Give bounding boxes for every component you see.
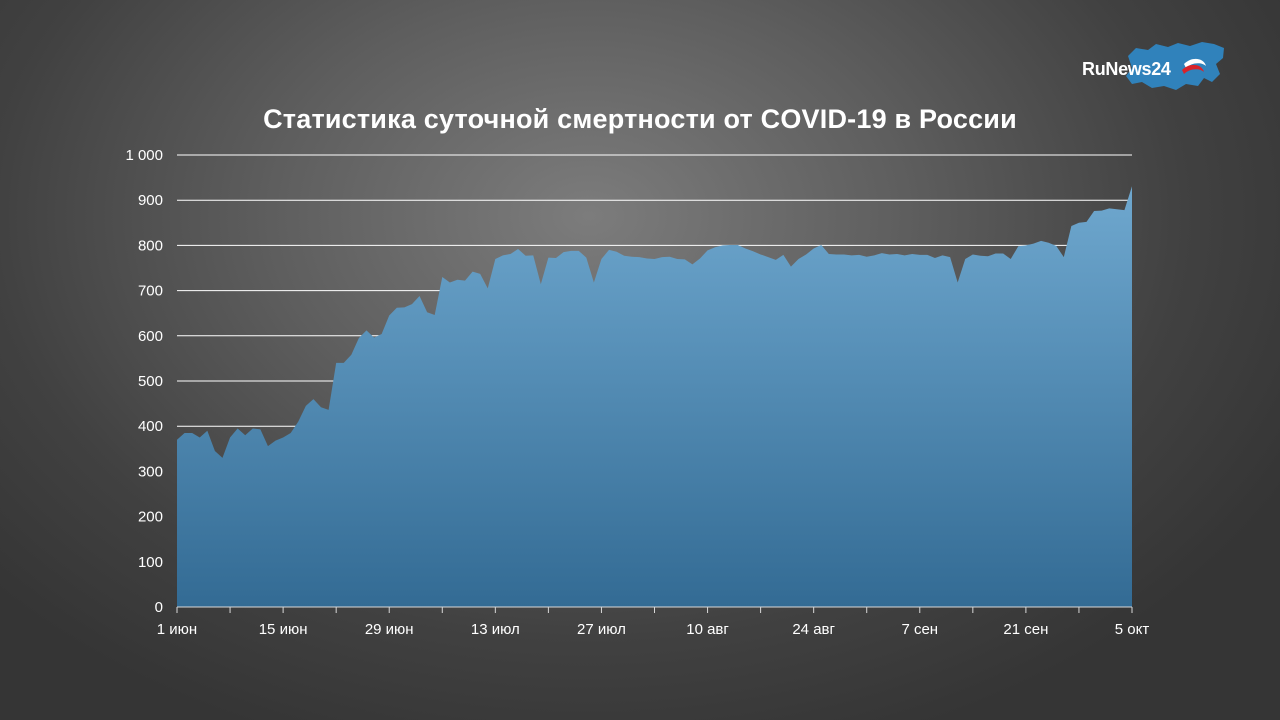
x-tick-label: 27 июл [577,621,626,638]
y-tick-label: 500 [138,373,163,390]
y-tick-label: 600 [138,328,163,345]
y-tick-label: 200 [138,509,163,526]
x-tick-label: 29 июн [365,621,414,638]
y-axis: 0 100 200 300 400 500 600 700 800 900 1 000 [125,147,163,616]
x-tick-label: 5 окт [1115,621,1150,638]
x-tick-label: 24 авг [792,621,835,638]
y-tick-label: 0 [155,599,163,616]
chart-title: Статистика суточной смертности от COVID-… [263,104,1017,134]
y-tick-label: 300 [138,463,163,480]
series-area [177,186,1132,607]
y-tick-label: 900 [138,192,163,209]
y-tick-label: 800 [138,237,163,254]
y-tick-label: 700 [138,283,163,300]
x-tick-label: 7 сен [901,621,938,638]
y-tick-label: 1 000 [125,147,163,164]
x-tick-label: 15 июн [259,621,308,638]
y-tick-label: 400 [138,418,163,435]
x-tick-label: 13 июл [471,621,520,638]
x-axis: 1 июн 15 июн 29 июн 13 июл 27 июл 10 авг 24 ав… [157,606,1150,638]
x-tick-label: 1 июн [157,621,197,638]
x-tick-label: 21 сен [1003,621,1048,638]
logo-text: RuNews24 [1082,59,1171,79]
y-tick-label: 100 [138,554,163,571]
x-tick-label: 10 авг [686,621,729,638]
russia-map-icon [1126,42,1224,90]
